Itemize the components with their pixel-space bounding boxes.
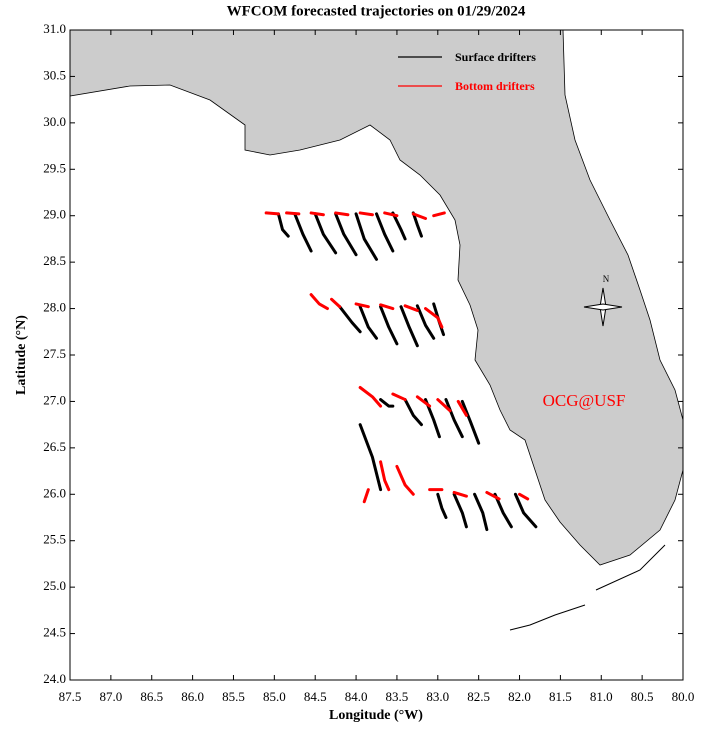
y-tick-label: 26.0: [43, 485, 66, 500]
trajectory: [334, 212, 358, 257]
trajectory: [358, 386, 383, 408]
trajectory: [293, 212, 313, 253]
trajectory: [362, 488, 370, 504]
y-tick-label: 26.5: [43, 439, 66, 454]
trajectory: [403, 304, 419, 312]
x-tick-label: 81.5: [549, 689, 572, 704]
trajectory: [395, 464, 415, 496]
legend-label: Surface drifters: [455, 50, 536, 64]
trajectory: [309, 293, 329, 311]
x-tick-label: 85.5: [222, 689, 245, 704]
trajectory: [452, 490, 468, 498]
trajectory: [493, 492, 513, 529]
x-tick-label: 83.5: [386, 689, 409, 704]
trajectory: [456, 399, 468, 417]
y-tick-label: 30.0: [43, 114, 66, 129]
compass-label: N: [603, 274, 610, 284]
x-tick-label: 87.0: [99, 689, 122, 704]
trajectory: [473, 492, 489, 532]
trajectory: [276, 212, 290, 238]
y-tick-label: 25.0: [43, 578, 66, 593]
trajectory: [403, 398, 423, 427]
chart-title: WFCOM forecasted trajectories on 01/29/2…: [227, 3, 526, 19]
trajectory: [379, 305, 399, 346]
x-tick-label: 82.0: [508, 689, 531, 704]
trajectory: [383, 211, 399, 218]
x-tick-label: 80.0: [672, 689, 695, 704]
trajectory: [285, 211, 301, 216]
trajectory: [375, 212, 395, 253]
trajectory: [379, 398, 395, 408]
trajectory: [432, 211, 446, 218]
trajectory: [313, 212, 338, 255]
y-tick-label: 31.0: [43, 21, 66, 36]
y-tick-label: 27.0: [43, 392, 66, 407]
trajectory: [460, 399, 481, 445]
x-tick-label: 86.5: [140, 689, 163, 704]
trajectory: [485, 490, 501, 501]
trajectory: [415, 304, 436, 340]
trajectory: [513, 492, 538, 529]
x-tick-label: 84.5: [304, 689, 327, 704]
keys: [509, 544, 666, 631]
y-tick-label: 25.5: [43, 532, 66, 547]
y-tick-label: 28.5: [43, 253, 66, 268]
trajectory: [452, 492, 468, 529]
trajectory: [330, 297, 342, 309]
trajectory: [399, 305, 419, 348]
trajectory: [391, 392, 407, 402]
compass: [583, 287, 623, 327]
trajectory: [358, 423, 383, 492]
trajectory: [415, 395, 432, 408]
y-tick-label: 29.5: [43, 160, 66, 175]
x-tick-label: 84.0: [345, 689, 368, 704]
trajectory: [358, 211, 374, 217]
trajectory: [411, 211, 423, 238]
trajectory: [309, 211, 325, 217]
y-tick-label: 28.0: [43, 300, 66, 315]
trajectory: [358, 305, 378, 340]
trajectory: [354, 302, 370, 309]
trajectory: [334, 211, 350, 217]
trajectory: [354, 212, 378, 261]
trajectory: [379, 460, 391, 492]
legend-label: Bottom drifters: [455, 79, 535, 93]
y-axis-label: Latitude (°N): [14, 315, 29, 395]
x-tick-label: 82.5: [467, 689, 490, 704]
y-tick-label: 29.0: [43, 207, 66, 222]
annotation: OCG@USF: [543, 391, 626, 410]
trajectory: [518, 492, 530, 501]
y-tick-label: 24.5: [43, 625, 66, 640]
trajectory: [444, 398, 464, 439]
x-tick-label: 80.5: [631, 689, 654, 704]
x-tick-label: 86.0: [181, 689, 204, 704]
trajectory: [264, 211, 280, 216]
y-tick-label: 27.5: [43, 346, 66, 361]
land: [69, 29, 684, 566]
trajectory: [424, 307, 444, 329]
x-tick-label: 81.0: [590, 689, 613, 704]
trajectory: [379, 303, 395, 311]
x-axis-label: Longitude (°W): [329, 708, 423, 723]
trajectory: [338, 305, 362, 334]
x-tick-label: 85.0: [263, 689, 286, 704]
y-tick-label: 24.0: [43, 671, 66, 686]
trajectory: [391, 211, 407, 241]
y-tick-label: 30.5: [43, 67, 66, 82]
trajectory: [436, 398, 452, 413]
x-tick-label: 83.0: [426, 689, 449, 704]
trajectory: [436, 492, 448, 519]
x-tick-label: 87.5: [59, 689, 82, 704]
trajectory: [411, 212, 428, 220]
